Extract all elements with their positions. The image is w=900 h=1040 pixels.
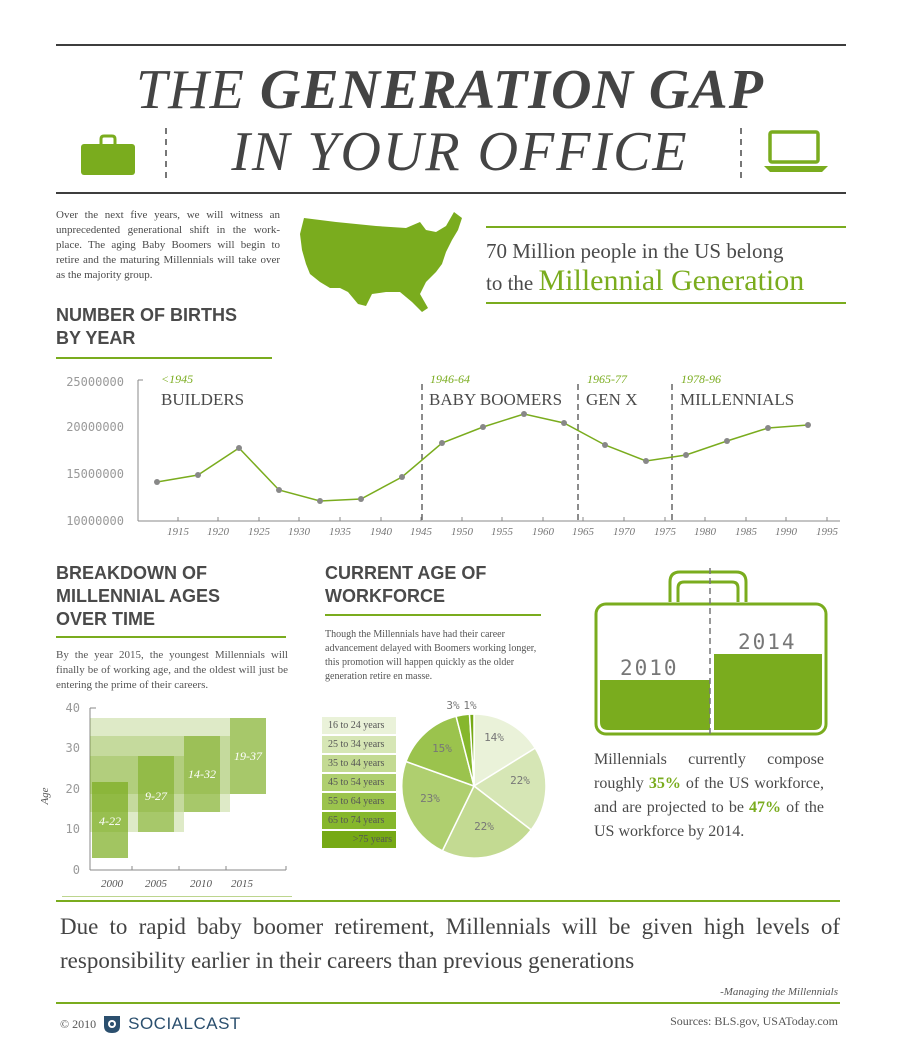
svg-text:<1945: <1945	[161, 372, 193, 386]
legend-45-54: 45 to 54 years	[322, 774, 396, 791]
births-heading: NUMBER OF BIRTHS BY YEAR	[56, 305, 237, 348]
header-bottom-rule	[56, 192, 846, 194]
svg-text:14%: 14%	[484, 731, 504, 744]
svg-text:1990: 1990	[775, 526, 798, 538]
svg-text:15000000: 15000000	[66, 467, 124, 481]
top-rule	[56, 44, 846, 46]
svg-text:10000000: 10000000	[66, 514, 124, 528]
copyright: © 2010	[60, 1016, 97, 1031]
legend-16-24: 16 to 24 years	[322, 717, 396, 734]
svg-text:1965-77: 1965-77	[587, 372, 628, 386]
svg-text:1%: 1%	[463, 699, 477, 712]
svg-text:9-27: 9-27	[145, 789, 168, 803]
footer-left: © 2010 SOCIALCAST	[60, 1014, 241, 1034]
svg-text:1946-64: 1946-64	[430, 372, 470, 386]
svg-text:1920: 1920	[207, 526, 230, 538]
svg-text:25000000: 25000000	[66, 375, 124, 389]
svg-text:1965: 1965	[572, 526, 595, 538]
svg-text:1955: 1955	[491, 526, 514, 538]
callout-bottom-rule	[486, 302, 846, 304]
svg-text:4-22: 4-22	[99, 814, 121, 828]
svg-text:1960: 1960	[532, 526, 555, 538]
legend-75-plus: >75 years	[322, 831, 396, 848]
svg-text:Age: Age	[39, 787, 51, 805]
svg-text:2000: 2000	[101, 878, 124, 890]
title-divider-left	[165, 128, 167, 178]
svg-text:BABY BOOMERS: BABY BOOMERS	[429, 390, 562, 409]
svg-text:1930: 1930	[288, 526, 311, 538]
svg-text:30: 30	[66, 741, 80, 755]
svg-text:20000000: 20000000	[66, 420, 124, 434]
briefcase-label-2010: 2010	[620, 656, 679, 680]
svg-text:1995: 1995	[816, 526, 839, 538]
quote-top-rule	[56, 900, 840, 902]
breakdown-text: By the year 2015, the youngest Millennia…	[56, 649, 288, 691]
socialcast-logo-icon	[104, 1016, 121, 1033]
intro-text: Over the next five years, we will witnes…	[56, 209, 280, 281]
workforce-heading-rule	[325, 614, 541, 616]
svg-text:3%: 3%	[446, 699, 460, 712]
laptop-icon	[764, 130, 828, 172]
breakdown-bottom-rule	[62, 896, 292, 897]
svg-text:BUILDERS: BUILDERS	[161, 390, 244, 409]
svg-text:2015: 2015	[231, 878, 254, 890]
svg-text:22%: 22%	[474, 820, 494, 833]
briefcase-label-2014: 2014	[738, 630, 797, 654]
svg-text:10: 10	[66, 822, 80, 836]
quote-source: -Managing the Millennials	[720, 986, 838, 998]
legend-25-34: 25 to 34 years	[322, 736, 396, 753]
socialcast-link[interactable]: SOCIALCAST	[128, 1014, 241, 1033]
workforce-text: Though the Millennials have had their ca…	[325, 629, 537, 682]
births-heading-rule	[56, 357, 272, 359]
svg-text:1935: 1935	[329, 526, 352, 538]
svg-text:1940: 1940	[370, 526, 393, 538]
workforce-share-text: Millennials currently compose roughly 35…	[594, 751, 825, 840]
svg-text:1945: 1945	[410, 526, 433, 538]
millennial-ages-chart: 40 30 20 10 0 Age 4-22 9-27 14-32 19-37 200…	[39, 701, 287, 890]
svg-text:15%: 15%	[432, 742, 452, 755]
svg-text:1970: 1970	[613, 526, 636, 538]
svg-text:23%: 23%	[420, 792, 440, 805]
millennial-callout: 70 Million people in the US belong to th…	[486, 239, 805, 297]
quote-text: Due to rapid baby boomer retirement, Mil…	[60, 914, 840, 973]
svg-text:1978-96: 1978-96	[681, 372, 721, 386]
page-title-line2: IN YOUR OFFICE	[231, 121, 689, 183]
births-line-chart: 25000000 20000000 15000000 10000000 1915…	[66, 372, 840, 538]
svg-text:1950: 1950	[451, 526, 474, 538]
svg-text:1985: 1985	[735, 526, 758, 538]
svg-text:2005: 2005	[145, 878, 168, 890]
legend-55-64: 55 to 64 years	[322, 793, 396, 810]
briefcase-icon	[81, 134, 135, 175]
svg-text:22%: 22%	[510, 774, 530, 787]
callout-top-rule	[486, 226, 846, 228]
svg-text:20: 20	[66, 782, 80, 796]
svg-text:14-32: 14-32	[188, 767, 216, 781]
workforce-heading: CURRENT AGE OF WORKFORCE	[325, 563, 487, 606]
svg-text:2010: 2010	[190, 878, 213, 890]
svg-text:1915: 1915	[167, 526, 190, 538]
svg-text:1975: 1975	[654, 526, 677, 538]
legend-35-44: 35 to 44 years	[322, 755, 396, 772]
workforce-share-briefcase	[594, 568, 828, 736]
svg-text:0: 0	[73, 863, 80, 877]
svg-text:MILLENNIALS: MILLENNIALS	[680, 390, 794, 409]
sources: Sources: BLS.gov, USAToday.com	[670, 1014, 838, 1028]
breakdown-heading-rule	[56, 636, 286, 638]
svg-text:1925: 1925	[248, 526, 271, 538]
breakdown-heading: BREAKDOWN OF MILLENNIAL AGES OVER TIME	[56, 563, 221, 629]
legend-65-74: 65 to 74 years	[322, 812, 396, 829]
title-divider-right	[740, 128, 742, 178]
svg-text:19-37: 19-37	[234, 749, 263, 763]
footer-rule	[56, 1002, 840, 1004]
svg-text:1980: 1980	[694, 526, 717, 538]
page-title-line1: THE GENERATION GAP	[136, 59, 764, 121]
svg-text:GEN X: GEN X	[586, 390, 637, 409]
us-map-icon	[300, 212, 462, 312]
workforce-pie-chart: 14% 22% 22% 23% 15% 3% 1%	[401, 699, 547, 859]
svg-text:40: 40	[66, 701, 80, 715]
